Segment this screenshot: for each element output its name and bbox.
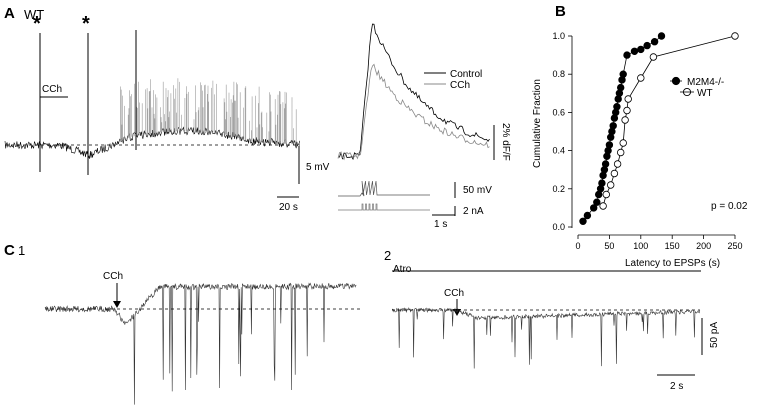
data-point-m2m4 — [583, 211, 592, 220]
data-point-wt — [623, 106, 631, 115]
voltage-scale-label: 5 mV — [306, 162, 330, 173]
data-point-m2m4 — [617, 83, 625, 92]
current-scale-label-c: 50 pA — [709, 322, 720, 348]
data-point-m2m4 — [598, 179, 606, 187]
cumulative-fraction-chart: 0.0 0.2 0.4 0.6 0.8 1.0 0 50 100 150 200 250 — [552, 31, 742, 251]
x-tick-label: 0 — [575, 241, 580, 251]
legend-cch-label: CCh — [450, 80, 470, 91]
stimulus-current-trace — [338, 203, 430, 211]
legend-control-label: Control — [450, 69, 482, 80]
x-tick-label: 100 — [633, 241, 648, 251]
data-point-m2m4 — [601, 160, 610, 168]
data-point-wt — [613, 160, 622, 168]
data-point-m2m4 — [623, 51, 631, 59]
data-point-wt — [731, 32, 739, 40]
data-point-m2m4 — [643, 41, 651, 50]
data-point-m2m4 — [637, 45, 645, 54]
cch-label-c2: CCh — [444, 288, 464, 299]
y-tick-label: 0.6 — [552, 107, 565, 117]
cch-label-c1: CCh — [103, 271, 123, 282]
dff-scale-label: 2% dF/F — [500, 123, 511, 161]
data-point-wt — [637, 74, 645, 82]
x-tick-label: 50 — [604, 241, 614, 251]
data-point-wt — [619, 139, 627, 147]
x-tick-label: 250 — [727, 241, 742, 251]
cch-label-a: CCh — [42, 84, 62, 95]
y-tick-label: 0.2 — [552, 184, 565, 194]
panel-b-letter: B — [555, 3, 566, 20]
data-point-wt — [610, 169, 619, 178]
panel-c-letter: C — [4, 242, 15, 259]
data-point-m2m4 — [657, 32, 666, 40]
x-tick-label: 200 — [696, 241, 711, 251]
time-scale-label-a: 20 s — [279, 202, 298, 213]
membrane-potential-trace-fluctuations — [120, 78, 297, 145]
time-scale-label-c: 2 s — [670, 381, 683, 392]
stimulus-voltage-trace — [338, 180, 430, 197]
atropine-label: Atro — [393, 264, 412, 275]
data-point-m2m4 — [619, 70, 627, 78]
cch-arrow-c1-head — [113, 301, 121, 308]
current-trace-control — [44, 282, 357, 405]
data-point-m2m4 — [609, 122, 617, 130]
y-tick-label: 0.8 — [552, 69, 565, 79]
y-tick-label: 1.0 — [552, 31, 565, 41]
current-scale-label-a: 2 nA — [463, 206, 484, 217]
data-point-m2m4 — [590, 204, 598, 212]
p-value-annotation: p = 0.02 — [711, 201, 748, 212]
legend-m2m4-label: M2M4-/- — [687, 77, 724, 88]
data-point-wt — [617, 148, 625, 157]
y-axis-label: Cumulative Fraction — [532, 79, 543, 168]
data-point-m2m4 — [650, 38, 659, 46]
data-point-wt — [649, 53, 658, 61]
calcium-trace-cch — [337, 63, 490, 161]
data-point-m2m4 — [605, 141, 614, 149]
time-scale-label-inset: 1 s — [434, 219, 447, 230]
data-point-m2m4 — [613, 102, 621, 111]
panel-c2-number: 2 — [384, 248, 391, 263]
data-point-wt — [607, 181, 615, 189]
data-point-wt — [621, 116, 629, 124]
star-marker-2: * — [82, 13, 90, 35]
vm-scale-label: 50 mV — [463, 185, 492, 196]
panel-c1-number: 1 — [18, 243, 25, 258]
data-point-wt — [602, 190, 610, 199]
cch-arrow-c2-head — [453, 309, 461, 316]
data-point-wt — [599, 202, 607, 210]
data-point-wt — [624, 95, 632, 103]
data-point-m2m4 — [630, 47, 639, 55]
panel-a-letter: A — [4, 5, 15, 22]
legend-wt-label: WT — [697, 88, 713, 99]
data-point-m2m4 — [579, 217, 587, 225]
y-tick-label: 0.4 — [552, 146, 565, 156]
y-tick-label: 0.0 — [552, 222, 565, 232]
x-tick-label: 150 — [665, 241, 680, 251]
calcium-trace-control — [337, 23, 490, 161]
x-axis-label: Latency to EPSPs (s) — [625, 258, 720, 269]
current-trace-atropine — [392, 307, 701, 369]
star-marker-1: * — [33, 13, 41, 35]
genotype-label: WT — [24, 7, 44, 22]
data-point-m2m4 — [593, 198, 601, 206]
